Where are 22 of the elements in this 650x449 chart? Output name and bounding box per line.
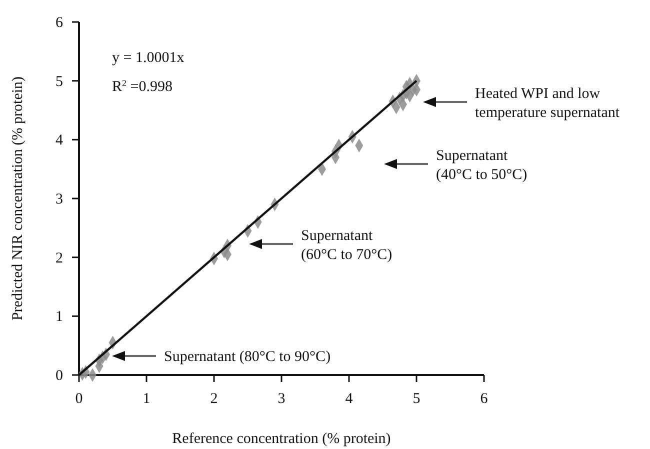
- y-tick-label: 4: [56, 132, 64, 149]
- x-tick-label: 5: [412, 391, 420, 407]
- annotation: R$^{2}$ =0.998: [112, 78, 172, 95]
- x-tick-label: 6: [480, 391, 488, 407]
- annotation: y = 1.0001x: [112, 50, 185, 66]
- x-tick-label: 1: [142, 391, 150, 407]
- x-tick-label: 2: [210, 391, 218, 407]
- y-axis-title: Predicted NIR concentration (% protein): [10, 76, 26, 321]
- annotation: Heated WPI and low temperature supernatant: [475, 86, 620, 121]
- y-tick-label: 6: [56, 15, 64, 31]
- annotation: Supernatant (60°C to 70°C): [301, 228, 392, 263]
- y-tick-label: 2: [56, 250, 63, 266]
- x-tick-label: 4: [345, 391, 354, 407]
- y-tick-label: 1: [56, 309, 63, 326]
- x-tick-label: 0: [75, 391, 83, 407]
- annotation: Supernatant (80°C to 90°C): [164, 349, 331, 365]
- y-tick-label: 5: [56, 74, 63, 90]
- y-tick-label: 0: [56, 368, 63, 384]
- annotation: Supernatant (40°C to 50°C): [436, 148, 528, 183]
- x-axis-title: Reference concentration (% protein): [172, 431, 391, 447]
- y-tick-label: 3: [56, 192, 63, 208]
- x-tick-label: 3: [278, 391, 286, 407]
